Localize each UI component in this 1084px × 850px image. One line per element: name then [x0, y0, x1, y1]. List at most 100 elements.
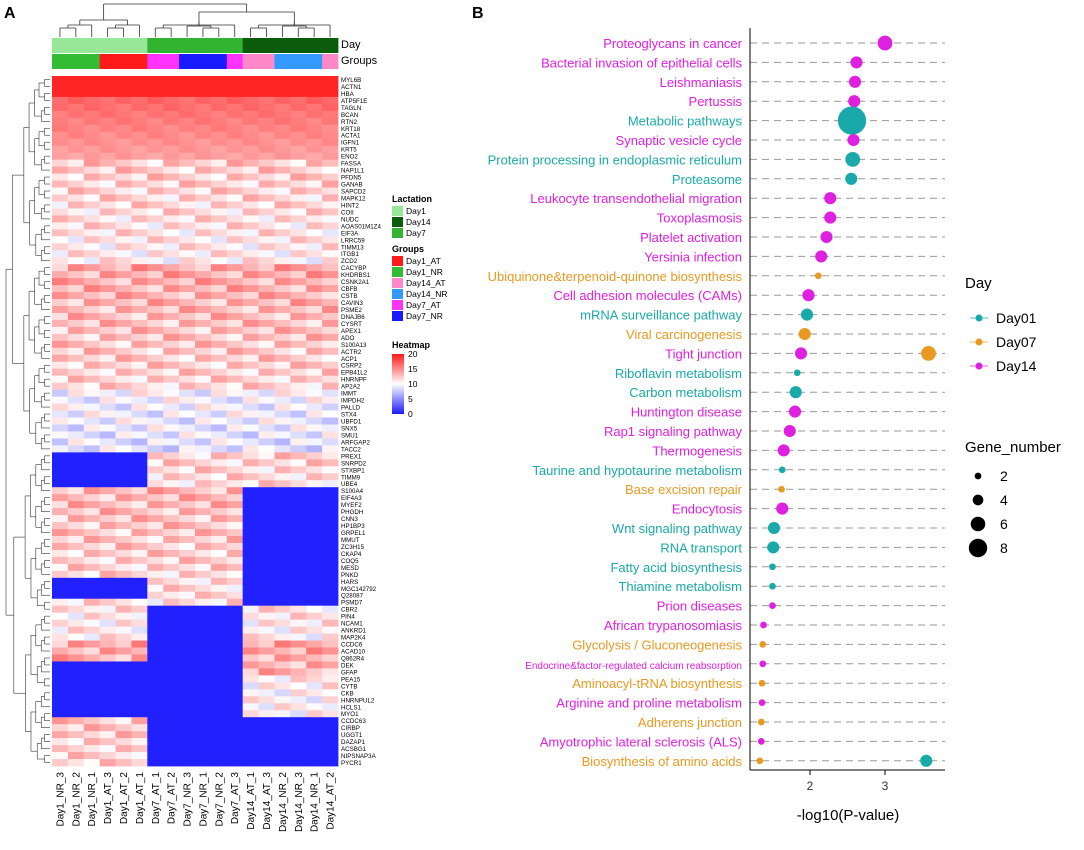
row-label: CSRP2	[341, 363, 362, 370]
heatmap-cell	[163, 396, 180, 404]
heatmap-cell	[258, 96, 275, 105]
heatmap-cell	[52, 368, 69, 377]
heatmap-cell	[274, 375, 291, 384]
heatmap-cell	[147, 598, 164, 607]
annotation-cell-groups	[83, 54, 101, 69]
column-dendrogram	[59, 3, 331, 37]
heatmap-cell	[242, 508, 259, 516]
heatmap-cell	[83, 549, 101, 558]
heatmap-cell	[52, 563, 69, 572]
groups-legend-label: Day14_AT	[406, 278, 446, 288]
heatmap-cell	[226, 591, 244, 600]
heatmap-cell	[290, 326, 307, 335]
heatmap-cell	[290, 103, 307, 112]
heatmap-cell	[274, 201, 291, 209]
heatmap-cell	[67, 459, 85, 467]
heatmap-cell	[52, 306, 69, 314]
heatmap-cell	[52, 675, 69, 683]
heatmap-cell	[147, 194, 164, 202]
dotplot-point	[847, 133, 860, 147]
row-label: SNRPD2	[341, 460, 367, 467]
heatmap-cell	[179, 375, 196, 384]
heatmap-cell	[210, 563, 228, 572]
heatmap-cell	[147, 292, 164, 300]
heatmap-cell	[131, 738, 148, 746]
gene-number-legend-title: Gene_number	[965, 439, 1061, 456]
heatmap-cell	[83, 724, 101, 732]
heatmap-cell	[115, 250, 132, 258]
heatmap-cell	[99, 117, 116, 126]
heatmap-cell	[290, 180, 307, 188]
pathway-label: Adherens junction	[638, 715, 742, 730]
heatmap-cell	[52, 285, 69, 293]
heatmap-cell	[67, 159, 85, 168]
dotplot-point	[783, 424, 796, 438]
heatmap-cell	[99, 354, 116, 363]
heatmap-cell	[83, 759, 101, 767]
heatmap-cell	[131, 598, 148, 607]
heatmap-cell	[226, 612, 244, 621]
heatmap-cell	[179, 515, 196, 523]
heatmap-cell	[290, 257, 307, 265]
heatmap-cell	[52, 668, 69, 676]
heatmap-cell	[147, 633, 164, 641]
heatmap-cell	[52, 522, 69, 530]
heatmap-cell	[67, 312, 85, 321]
heatmap-cell	[163, 215, 180, 223]
heatmap-cell	[242, 452, 259, 460]
heatmap-cell	[258, 145, 275, 154]
heatmap-cell	[274, 738, 291, 746]
heatmap-cell	[131, 703, 148, 711]
heatmap-cell	[242, 257, 259, 265]
pathway-label: Synaptic vesicle cycle	[616, 133, 742, 148]
heatmap-cell	[67, 494, 85, 502]
heatmap-cell	[226, 89, 244, 98]
heatmap-cell	[274, 347, 291, 356]
heatmap-cell	[242, 570, 259, 579]
heatmap-cell	[99, 159, 116, 168]
heatmap-cell	[306, 591, 323, 600]
heatmap-cell	[115, 731, 132, 739]
heatmap-cell	[322, 556, 339, 565]
heatmap-cell	[115, 452, 132, 460]
heatmap-cell	[274, 570, 291, 579]
annotation-cell-groups	[131, 54, 148, 69]
heatmap-cell	[67, 445, 85, 453]
heatmap-cell	[195, 173, 212, 181]
heatmap-cell	[258, 459, 275, 467]
heatmap-cell	[99, 445, 116, 453]
annotation-cell-groups	[147, 54, 164, 69]
heatmap-cell	[290, 76, 307, 84]
heatmap-cell	[195, 480, 212, 488]
heatmap-cell	[163, 696, 180, 704]
heatmap-cell	[115, 271, 132, 279]
heatmap-cell	[179, 180, 196, 188]
heatmap-cell	[52, 696, 69, 704]
pathway-label: Pertussis	[689, 94, 743, 109]
heatmap-cell	[83, 333, 101, 342]
heatmap-cell	[131, 285, 148, 293]
heatmap-cell	[131, 152, 148, 161]
row-label: NAP1L1	[341, 168, 365, 175]
heatmap-cell	[115, 584, 132, 593]
row-label: PHGDH	[341, 509, 363, 516]
heatmap-cell	[99, 124, 116, 133]
heatmap-cell	[115, 257, 132, 265]
heatmap-cell	[163, 501, 180, 509]
heatmap-cell	[52, 138, 69, 147]
heatmap-cell	[163, 759, 180, 767]
heatmap-cell	[83, 152, 101, 161]
heatmap-cell	[147, 257, 164, 265]
heatmap-cell	[290, 515, 307, 523]
heatmap-cell	[322, 152, 339, 161]
heatmap-cell	[99, 689, 116, 697]
heatmap-cell	[131, 89, 148, 98]
heatmap-cell	[67, 536, 85, 544]
heatmap-cell	[67, 738, 85, 746]
heatmap-cell	[242, 326, 259, 335]
heatmap-cell	[147, 431, 164, 439]
row-label: AP2A2	[341, 384, 361, 391]
heatmap-cell	[306, 152, 323, 161]
day-legend-dot	[975, 314, 983, 322]
